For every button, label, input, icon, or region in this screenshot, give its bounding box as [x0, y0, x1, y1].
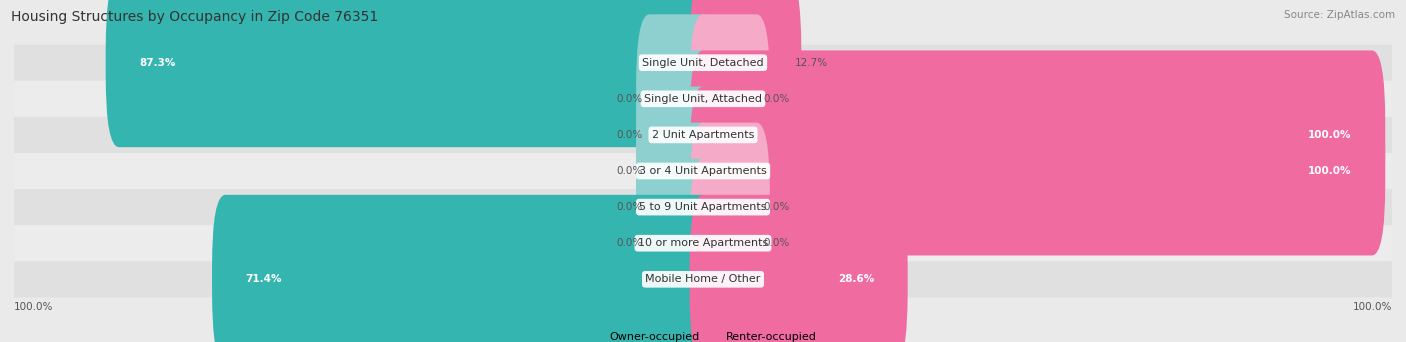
Text: 12.7%: 12.7%: [794, 58, 828, 68]
Text: 5 to 9 Unit Apartments: 5 to 9 Unit Apartments: [640, 202, 766, 212]
FancyBboxPatch shape: [14, 117, 1392, 153]
FancyBboxPatch shape: [689, 0, 801, 147]
FancyBboxPatch shape: [689, 159, 770, 328]
Text: 100.0%: 100.0%: [1309, 130, 1351, 140]
FancyBboxPatch shape: [14, 153, 1392, 189]
FancyBboxPatch shape: [689, 14, 770, 183]
Text: 28.6%: 28.6%: [838, 274, 875, 284]
Text: 2 Unit Apartments: 2 Unit Apartments: [652, 130, 754, 140]
FancyBboxPatch shape: [14, 81, 1392, 117]
Text: 0.0%: 0.0%: [763, 94, 789, 104]
Text: 0.0%: 0.0%: [617, 130, 643, 140]
FancyBboxPatch shape: [636, 159, 717, 328]
FancyBboxPatch shape: [105, 0, 717, 147]
FancyBboxPatch shape: [636, 50, 717, 219]
Text: 0.0%: 0.0%: [763, 202, 789, 212]
Text: Source: ZipAtlas.com: Source: ZipAtlas.com: [1284, 10, 1395, 20]
Text: 100.0%: 100.0%: [1353, 302, 1392, 312]
FancyBboxPatch shape: [14, 225, 1392, 261]
FancyBboxPatch shape: [689, 87, 1385, 255]
Text: Single Unit, Detached: Single Unit, Detached: [643, 58, 763, 68]
FancyBboxPatch shape: [689, 195, 908, 342]
Text: 87.3%: 87.3%: [139, 58, 176, 68]
Legend: Owner-occupied, Renter-occupied: Owner-occupied, Renter-occupied: [589, 332, 817, 342]
Text: 0.0%: 0.0%: [763, 238, 789, 248]
Text: 100.0%: 100.0%: [1309, 166, 1351, 176]
FancyBboxPatch shape: [14, 189, 1392, 225]
Text: 0.0%: 0.0%: [617, 166, 643, 176]
FancyBboxPatch shape: [636, 87, 717, 255]
FancyBboxPatch shape: [689, 50, 1385, 219]
FancyBboxPatch shape: [636, 123, 717, 292]
Text: 100.0%: 100.0%: [14, 302, 53, 312]
Text: 3 or 4 Unit Apartments: 3 or 4 Unit Apartments: [640, 166, 766, 176]
FancyBboxPatch shape: [689, 123, 770, 292]
Text: Mobile Home / Other: Mobile Home / Other: [645, 274, 761, 284]
Text: Single Unit, Attached: Single Unit, Attached: [644, 94, 762, 104]
Text: 71.4%: 71.4%: [246, 274, 283, 284]
Text: 0.0%: 0.0%: [617, 202, 643, 212]
FancyBboxPatch shape: [636, 14, 717, 183]
Text: Housing Structures by Occupancy in Zip Code 76351: Housing Structures by Occupancy in Zip C…: [11, 10, 378, 24]
Text: 0.0%: 0.0%: [617, 238, 643, 248]
FancyBboxPatch shape: [14, 45, 1392, 81]
Text: 10 or more Apartments: 10 or more Apartments: [638, 238, 768, 248]
Text: 0.0%: 0.0%: [617, 94, 643, 104]
FancyBboxPatch shape: [14, 261, 1392, 297]
FancyBboxPatch shape: [212, 195, 717, 342]
